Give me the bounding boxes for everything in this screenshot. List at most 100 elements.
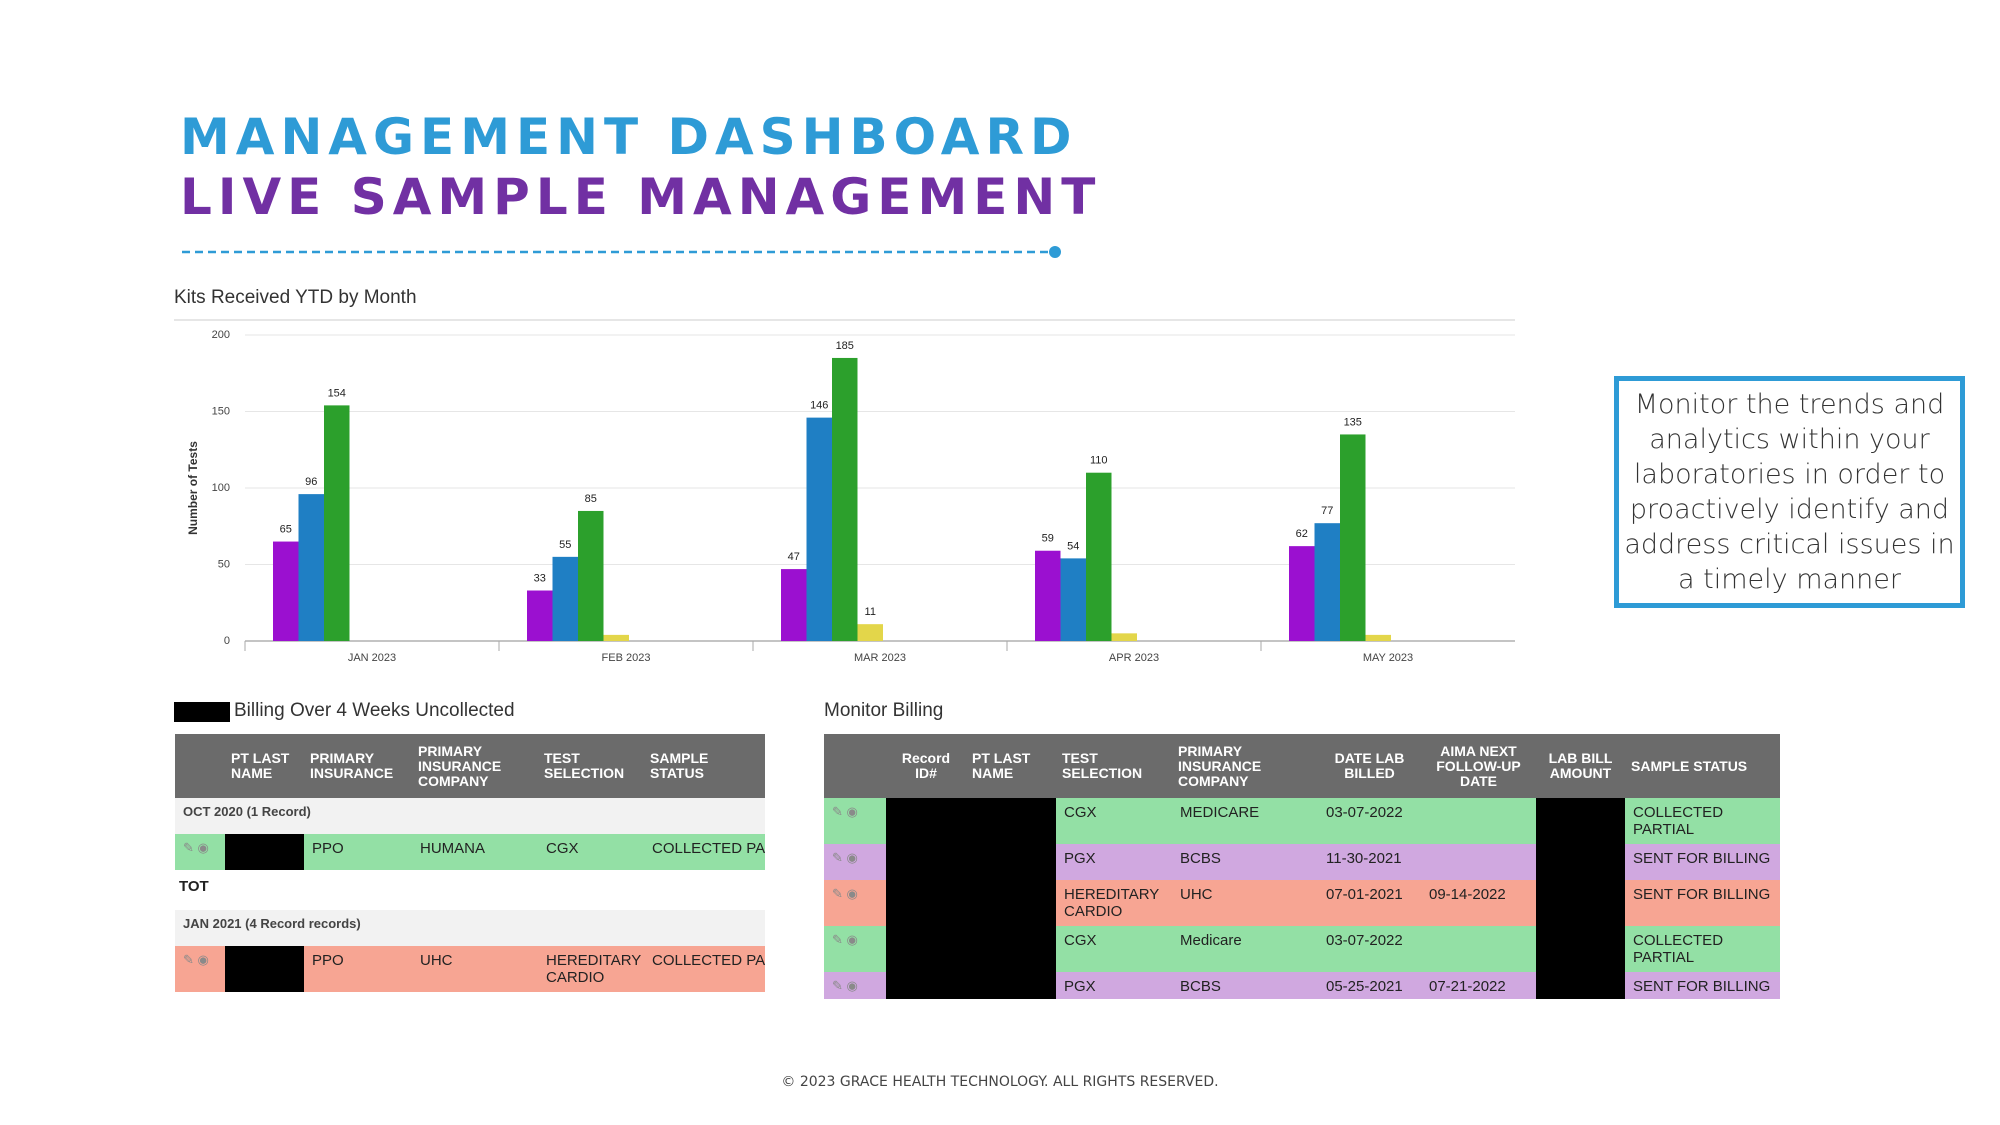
group-label: JAN 2021 (4 Record records) — [175, 910, 765, 946]
header-cell — [824, 734, 886, 798]
view-icon[interactable]: ◉ — [846, 932, 858, 947]
x-tick-label: MAY 2023 — [1363, 652, 1413, 664]
data-label: 62 — [1296, 528, 1308, 540]
header-cell: PT LAST NAME — [966, 734, 1056, 798]
data-label: 55 — [559, 539, 571, 551]
cell: PPO — [312, 840, 344, 857]
redaction — [966, 926, 1056, 972]
data-label: 65 — [280, 524, 292, 536]
bar — [552, 556, 578, 641]
edit-icon[interactable]: ✎ — [832, 886, 843, 901]
row: ✎ ◉ CGX Medicare 03-07-2022 COLLECTED PARTIA… — [824, 926, 1780, 972]
redaction — [966, 844, 1056, 880]
data-label: 154 — [328, 387, 346, 399]
cell: 07-21-2022 — [1429, 978, 1506, 995]
row-actions: ✎ ◉ — [824, 926, 886, 972]
cell: SENT FOR BILLING — [1633, 850, 1771, 867]
redaction — [1536, 798, 1625, 844]
view-icon[interactable]: ◉ — [846, 978, 858, 993]
header-cell: AIMA NEXT FOLLOW-UP DATE — [1421, 734, 1536, 798]
cell: 03-07-2022 — [1326, 804, 1403, 821]
row-actions: ✎ ◉ — [175, 946, 225, 992]
row: ✎ ◉ PGX BCBS 11-30-2021 SENT FOR BILLING — [824, 844, 1780, 880]
row: ✎ ◉ PGX BCBS 05-25-2021 07-21-2022 SENT FOR B… — [824, 972, 1780, 999]
header-cell: PRIMARY INSURANCE — [304, 734, 412, 798]
edit-icon[interactable]: ✎ — [832, 978, 843, 993]
bar — [806, 417, 832, 641]
data-label: 59 — [1042, 533, 1054, 545]
divider-dot — [1049, 246, 1061, 258]
redaction — [1536, 844, 1625, 880]
cell: PGX — [1064, 978, 1096, 995]
cell: CGX — [546, 840, 579, 857]
bar — [1365, 634, 1391, 641]
header-cell — [175, 734, 225, 798]
view-icon[interactable]: ◉ — [846, 850, 858, 865]
chart-title: Kits Received YTD by Month — [174, 287, 417, 308]
cell: SENT FOR BILLING — [1633, 886, 1771, 903]
redaction — [1536, 972, 1625, 999]
view-icon[interactable]: ◉ — [846, 886, 858, 901]
left-table: PT LAST NAME PRIMARY INSURANCE PRIMARY INS… — [175, 734, 765, 999]
redaction — [1536, 880, 1625, 926]
cell: 09-14-2022 — [1429, 886, 1506, 903]
edit-icon[interactable]: ✎ — [832, 932, 843, 947]
redaction — [225, 946, 304, 992]
edit-icon[interactable]: ✎ — [183, 840, 194, 855]
row-actions: ✎ ◉ — [824, 880, 886, 926]
y-axis-label: Number of Tests — [186, 441, 200, 535]
view-icon[interactable]: ◉ — [846, 804, 858, 819]
bar — [1060, 558, 1086, 641]
data-label: 54 — [1067, 540, 1079, 552]
edit-icon[interactable]: ✎ — [183, 952, 194, 967]
data-label: 185 — [836, 340, 854, 352]
row: ✎ ◉ CGX MEDICARE 03-07-2022 COLLECTED PARTIA… — [824, 798, 1780, 844]
view-icon[interactable]: ◉ — [197, 952, 209, 967]
cell: BCBS — [1180, 850, 1221, 867]
cell: HEREDITARY CARDIO — [546, 952, 642, 986]
right-table: Record ID# PT LAST NAME TEST SELECTION PRIM… — [824, 734, 1780, 999]
header-cell: PRIMARY INSURANCE COMPANY — [1172, 734, 1318, 798]
group-label: OCT 2020 (1 Record) — [175, 798, 765, 834]
cell: HEREDITARY CARDIO — [1064, 886, 1160, 920]
x-tick-label: APR 2023 — [1109, 652, 1159, 664]
redaction — [886, 926, 966, 972]
cell: UHC — [1180, 886, 1213, 903]
cell: SENT FOR BILLING — [1633, 978, 1771, 995]
x-tick-label: FEB 2023 — [602, 652, 651, 664]
note: Monitor the trends and analytics within … — [1614, 376, 1965, 608]
data-label: 85 — [585, 493, 597, 505]
header-cell: DATE LAB BILLED — [1318, 734, 1421, 798]
row: JAN 2021 (4 Record records) — [175, 910, 765, 946]
header-cell: LAB BILL AMOUNT — [1536, 734, 1625, 798]
x-tick-label: JAN 2023 — [348, 652, 396, 664]
cell: BCBS — [1180, 978, 1221, 995]
header-cell: PT LAST NAME — [225, 734, 304, 798]
data-label: 110 — [1090, 455, 1108, 467]
data-label: 96 — [305, 476, 317, 488]
cell: COLLECTED PART — [652, 952, 765, 969]
bar — [1111, 633, 1137, 641]
bar — [781, 569, 807, 641]
view-icon[interactable]: ◉ — [197, 840, 209, 855]
edit-icon[interactable]: ✎ — [832, 850, 843, 865]
redaction — [966, 880, 1056, 926]
edit-icon[interactable]: ✎ — [832, 804, 843, 819]
cell: PGX — [1064, 850, 1096, 867]
bar — [1035, 550, 1061, 641]
cell: HUMANA — [420, 840, 486, 857]
table-title: Billing Over 4 Weeks Uncollected — [234, 700, 515, 721]
total-label: TOT — [179, 878, 209, 895]
data-label: 11 — [865, 606, 876, 618]
header-cell: SAMPLE STATUS — [1625, 734, 1780, 798]
data-label: 146 — [810, 400, 828, 412]
cell: MEDICARE — [1180, 804, 1260, 821]
table: Record ID# PT LAST NAME TEST SELECTION PRIM… — [824, 734, 1780, 999]
redaction — [1536, 926, 1625, 972]
bar — [298, 494, 324, 641]
data-label: 47 — [788, 551, 800, 563]
table-title: Monitor Billing — [824, 700, 944, 721]
cell: 07-01-2021 — [1326, 886, 1403, 903]
redaction — [225, 834, 304, 870]
